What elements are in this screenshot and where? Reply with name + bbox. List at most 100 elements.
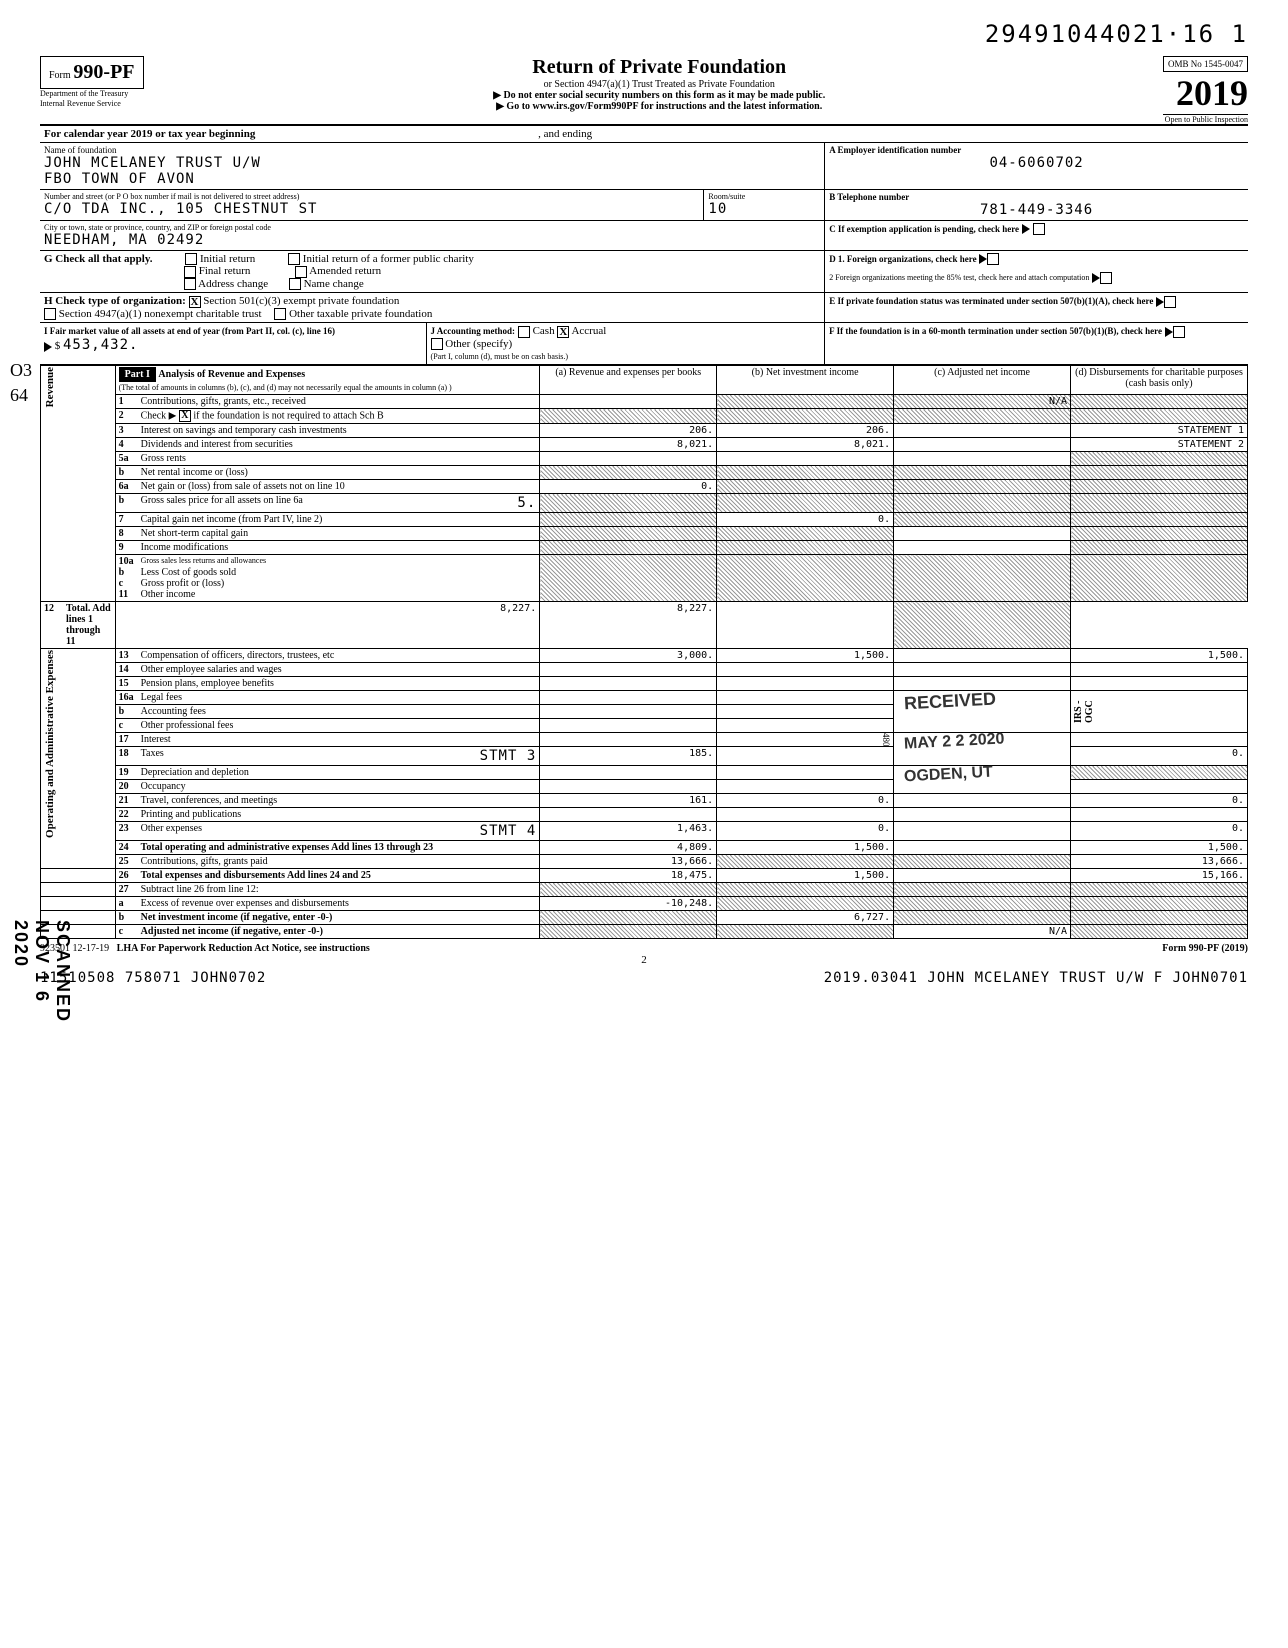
l25-d: 13,666. [1071,855,1248,869]
l21-d: 0. [1071,794,1248,808]
line-5a-text: Gross rents [141,453,537,464]
line-10b-text: Less Cost of goods sold [141,567,537,578]
l13-b: 1,500. [717,649,894,663]
h-4947-checkbox[interactable] [44,308,56,320]
line-15: 15Pension plans, employee benefits [41,677,1248,691]
l26-a: 18,475. [540,869,717,883]
l6a-a: 0. [540,480,717,494]
arrow-icon [1156,297,1164,307]
e-checkbox[interactable] [1164,296,1176,308]
l13-a: 3,000. [540,649,717,663]
form-label: Form [49,70,71,81]
g-final-checkbox[interactable] [184,266,196,278]
d1-checkbox[interactable] [987,253,999,265]
line-2-text: Check ▶ X if the foundation is not requi… [141,410,537,422]
ogden-stamp: OGDEN, UT [904,764,994,787]
line-9-text: Income modifications [141,542,537,553]
city-c-row: City or town, state or province, country… [40,221,1248,251]
line-18-text: Taxes [141,748,480,764]
col-a-header: (a) Revenue and expenses per books [540,366,717,395]
g-initial-checkbox[interactable] [185,253,197,265]
g-opt-namechg: Name change [304,278,364,290]
line-27: 27Subtract line 26 from line 12: [41,883,1248,897]
form-id-block: Form 990-PF Department of the Treasury I… [40,56,156,108]
line-14: 14Other employee salaries and wages [41,663,1248,677]
l24-b: 1,500. [717,841,894,855]
line-6a: 6aNet gain or (loss) from sale of assets… [41,480,1248,494]
i-j-f-row: I Fair market value of all assets at end… [40,323,1248,365]
l27b-b: 6,727. [717,911,894,925]
h-opt2: Section 4947(a)(1) nonexempt charitable … [59,308,262,320]
line-21: 21Travel, conferences, and meetings161.0… [41,794,1248,808]
l13-d: 1,500. [1071,649,1248,663]
l23-b: 0. [717,822,894,841]
f-label: F If the foundation is in a 60-month ter… [829,326,1162,336]
part1-note: (The total of amounts in columns (b), (c… [119,383,452,392]
d2-checkbox[interactable] [1100,272,1112,284]
j-cash-checkbox[interactable] [518,326,530,338]
page: 29491044021·16 1 Form 990-PF Department … [40,20,1248,986]
arrow-icon [979,254,987,264]
calendar-year-row: For calendar year 2019 or tax year begin… [40,126,1248,143]
line-27b-text: Net investment income (if negative, ente… [141,912,537,923]
part1-table: Revenue Part I Analysis of Revenue and E… [40,365,1248,939]
l3-d: STATEMENT 1 [1071,424,1248,438]
h-501c3-checkbox[interactable]: X [189,296,201,308]
i-label: I Fair market value of all assets at end… [44,326,335,336]
l7-b: 0. [717,513,894,527]
line-7-text: Capital gain net income (from Part IV, l… [141,514,537,525]
line-12-text: Total. Add lines 1 through 11 [66,603,112,647]
g-label: G Check all that apply. [44,253,153,265]
line-6b: bGross sales price for all assets on lin… [41,494,1248,513]
footer-form-ref: Form 990-PF (2019) [1162,943,1248,954]
g-amended-checkbox[interactable] [295,266,307,278]
l27a-a: -10,248. [540,897,717,911]
irs-ogc-stamp: IRS - OGC [1073,691,1095,732]
line-3: 3Interest on savings and temporary cash … [41,424,1248,438]
g-former-checkbox[interactable] [288,253,300,265]
g-namechg-checkbox[interactable] [289,278,301,290]
name-label: Name of foundation [44,145,820,155]
line-4: 4Dividends and interest from securities8… [41,438,1248,452]
line-27b: bNet investment income (if negative, ent… [41,911,1248,925]
l24-d: 1,500. [1071,841,1248,855]
g-addrchg-checkbox[interactable] [184,278,196,290]
line-27c: cAdjusted net income (if negative, enter… [41,925,1248,939]
line-22: 22Printing and publications [41,808,1248,822]
side-expenses: Operating and Administrative Expenses [44,650,56,838]
line-8-text: Net short-term capital gain [141,528,537,539]
margin-note-o3: O3 [10,360,32,381]
room-label: Room/suite [708,192,820,201]
j-accrual-checkbox[interactable]: X [557,326,569,338]
h-other-checkbox[interactable] [274,308,286,320]
line-10c-text: Gross profit or (loss) [141,578,537,589]
line-24-text: Total operating and administrative expen… [141,842,537,853]
room-value: 10 [708,201,820,217]
line-3-text: Interest on savings and temporary cash i… [141,425,537,436]
line-23: 23Other expenses STMT 41,463.0.0. [41,822,1248,841]
form-number: 990-PF [73,61,134,83]
i-value: 453,432. [63,337,138,353]
date-stamp: MAY 2 2 2020 [904,731,1005,754]
tax-year: 2019 [1163,72,1248,114]
line-23-text: Other expenses [141,823,480,839]
l23-a: 1,463. [540,822,717,841]
title-sub3: ▶ Go to www.irs.gov/Form990PF for instru… [156,101,1163,112]
line-16a-text: Legal fees [141,692,537,703]
line-16b-text: Accounting fees [141,706,537,717]
f-checkbox[interactable] [1173,326,1185,338]
c-checkbox[interactable] [1033,223,1045,235]
footer-bottom-right: 2019.03041 JOHN MCELANEY TRUST U/W F JOH… [824,970,1248,986]
l27c-c: N/A [894,925,1071,939]
l25-a: 13,666. [540,855,717,869]
line-15-text: Pension plans, employee benefits [141,678,537,689]
title-sub2: ▶ Do not enter social security numbers o… [156,90,1163,101]
line-26: 26Total expenses and disbursements Add l… [41,869,1248,883]
g-opt-former: Initial return of a former public charit… [303,253,474,265]
part1-header: Part I [119,367,156,382]
l23-stmt: STMT 4 [480,823,537,839]
title-sub1: or Section 4947(a)(1) Trust Treated as P… [156,79,1163,90]
foundation-name-2: FBO TOWN OF AVON [44,171,820,187]
document-number: 29491044021·16 1 [40,20,1248,48]
j-other-checkbox[interactable] [431,338,443,350]
